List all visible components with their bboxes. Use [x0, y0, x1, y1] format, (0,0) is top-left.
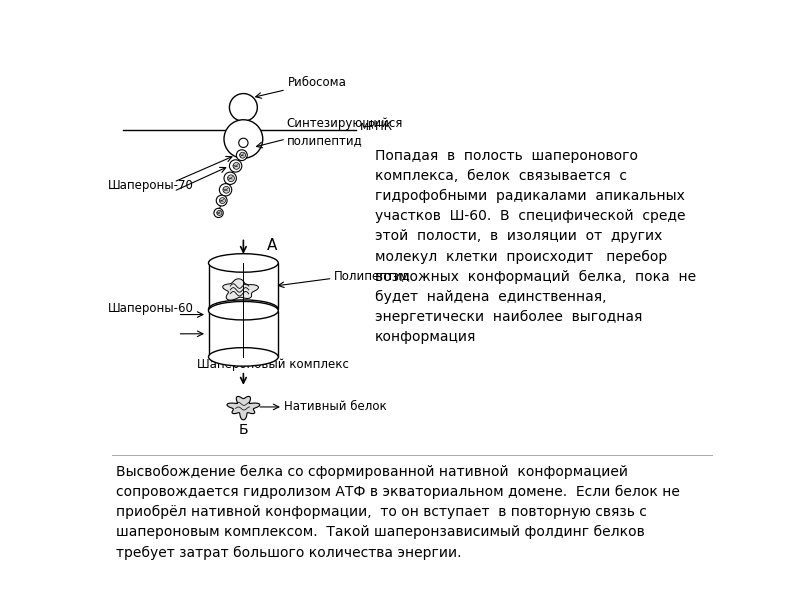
Polygon shape [209, 311, 278, 357]
Circle shape [224, 120, 262, 158]
Polygon shape [209, 263, 278, 309]
Text: Полипептид: Полипептид [334, 269, 411, 282]
Circle shape [237, 150, 247, 161]
Ellipse shape [209, 254, 278, 272]
PathPatch shape [222, 279, 258, 300]
Circle shape [240, 152, 246, 158]
Text: Шапероны-60: Шапероны-60 [108, 302, 194, 315]
Circle shape [230, 94, 258, 121]
Text: А: А [266, 238, 277, 253]
Circle shape [233, 163, 240, 169]
Circle shape [216, 195, 227, 206]
Circle shape [214, 208, 223, 218]
Circle shape [227, 175, 234, 182]
Text: Шапероны-70: Шапероны-70 [108, 179, 194, 193]
Ellipse shape [209, 347, 278, 366]
Text: Рибосома: Рибосома [288, 76, 347, 89]
Ellipse shape [209, 301, 278, 320]
Circle shape [230, 160, 242, 172]
PathPatch shape [227, 397, 260, 420]
Circle shape [238, 138, 248, 148]
Circle shape [224, 172, 237, 184]
Text: Высвобождение белка со сформированной нативной  конформацией
сопровождается гидр: Высвобождение белка со сформированной на… [115, 464, 679, 560]
Text: Нативный белок: Нативный белок [285, 400, 387, 413]
Text: Б: Б [238, 423, 248, 437]
Text: Синтезирующийся
полипептид: Синтезирующийся полипептид [286, 117, 403, 147]
Circle shape [217, 211, 222, 215]
Circle shape [219, 197, 226, 203]
Text: мРНК: мРНК [360, 120, 393, 133]
Text: Попадая  в  полость  шаперонового
комплекса,  белок  связывается  с
гидрофобными: Попадая в полость шаперонового комплекса… [375, 149, 696, 344]
Ellipse shape [209, 300, 278, 319]
Circle shape [219, 184, 232, 196]
Text: Шапероновый комплекс: Шапероновый комплекс [197, 358, 349, 371]
Circle shape [223, 187, 230, 193]
